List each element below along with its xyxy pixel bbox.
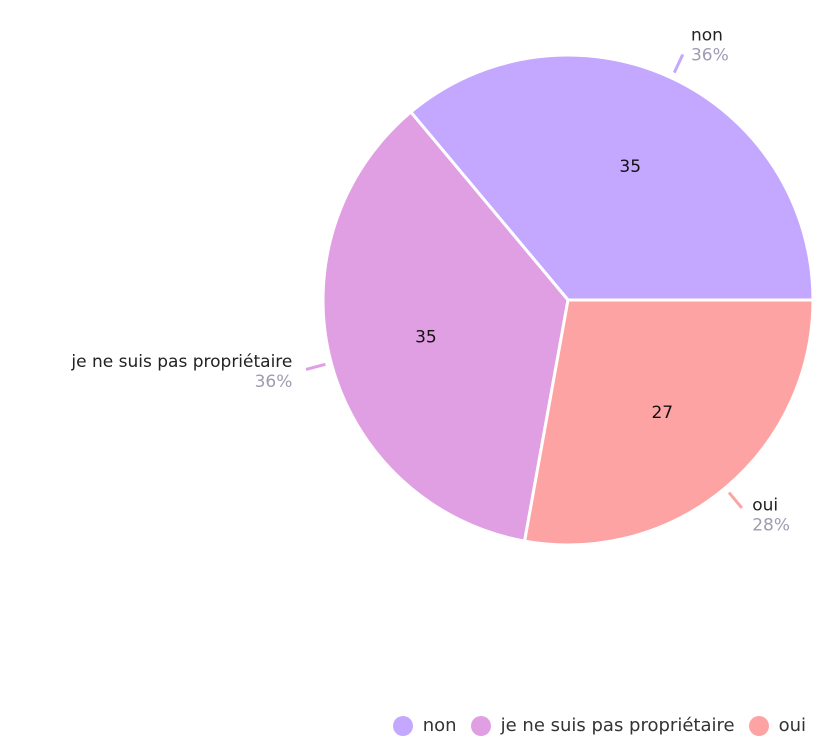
slice-percent-label: 28% [752, 516, 790, 536]
slice-category-label: oui [752, 496, 778, 516]
slice-percent-label: 36% [691, 45, 729, 65]
leader-line [305, 362, 326, 371]
legend-swatch [470, 715, 491, 736]
leader-line [727, 491, 743, 509]
legend-label: je ne suis pas propriétaire [500, 715, 735, 736]
legend-item: non [392, 715, 457, 736]
pie-slice [408, 53, 815, 302]
legend-item: je ne suis pas propriétaire [470, 715, 735, 736]
legend-swatch [392, 715, 413, 736]
slice-value-label: 35 [415, 328, 437, 348]
pie-slice [321, 109, 570, 543]
leader-line [672, 53, 685, 74]
slice-value-label: 27 [651, 403, 673, 423]
slice-category-label: non [691, 25, 723, 45]
legend-swatch [748, 715, 769, 736]
legend: non je ne suis pas propriétaire oui [392, 715, 806, 736]
slice-percent-label: 36% [255, 372, 293, 392]
slice-category-label: je ne suis pas propriétaire [70, 352, 292, 372]
legend-label: oui [778, 715, 806, 736]
slice-value-label: 35 [619, 157, 641, 177]
legend-label: non [422, 715, 457, 736]
legend-item: oui [748, 715, 806, 736]
pie-slice [522, 298, 815, 547]
